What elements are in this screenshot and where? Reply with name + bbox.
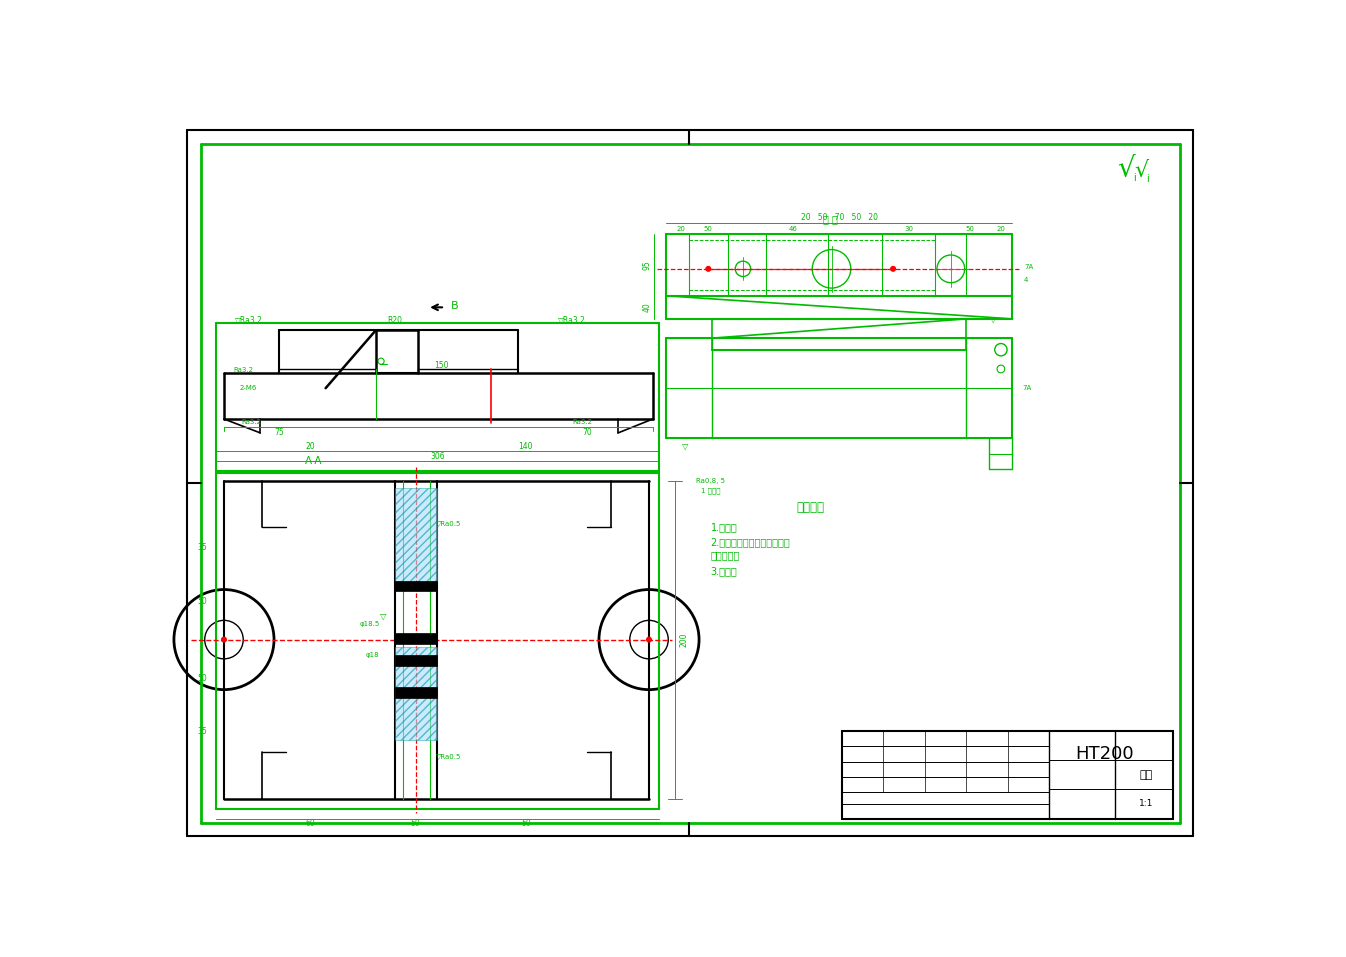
Circle shape: [891, 267, 895, 271]
Text: 20: 20: [996, 226, 1005, 232]
Text: ▽: ▽: [989, 315, 996, 324]
Text: 俯 视: 俯 视: [822, 213, 837, 224]
Text: 技术要求: 技术要求: [797, 501, 825, 514]
Text: 50: 50: [965, 226, 975, 232]
Text: 1.锈活。: 1.锈活。: [711, 522, 738, 532]
Bar: [394, 634, 437, 644]
Text: Ra0.8, 5: Ra0.8, 5: [696, 478, 725, 483]
Text: 35: 35: [198, 727, 207, 737]
Text: 50: 50: [198, 596, 207, 606]
Text: 200: 200: [680, 633, 688, 647]
Bar: [394, 655, 437, 666]
Text: Ra3.2: Ra3.2: [241, 419, 261, 425]
Circle shape: [222, 637, 226, 642]
Text: 2.未注明圆角和倒角均为倒角: 2.未注明圆角和倒角均为倒角: [711, 537, 790, 547]
Text: 1 成品件: 1 成品件: [701, 487, 720, 494]
Text: 50: 50: [411, 819, 420, 828]
Bar: [394, 488, 437, 581]
Text: ▽Ra0.5: ▽Ra0.5: [436, 753, 462, 759]
Text: 30: 30: [905, 226, 913, 232]
Text: ▽: ▽: [682, 442, 688, 451]
Text: 35: 35: [198, 543, 207, 551]
Text: 20: 20: [677, 226, 686, 232]
Bar: [394, 687, 437, 698]
Text: 7A: 7A: [1024, 263, 1034, 270]
Text: 70: 70: [583, 429, 592, 437]
Text: 50: 50: [704, 226, 713, 232]
Text: i: i: [1145, 174, 1148, 184]
Text: A-A: A-A: [306, 456, 323, 466]
Text: 1:1: 1:1: [1139, 799, 1154, 809]
Text: 60: 60: [306, 819, 315, 828]
Text: 20: 20: [306, 442, 315, 451]
Text: R20: R20: [388, 316, 402, 325]
Text: Ra3.2: Ra3.2: [233, 367, 253, 372]
Text: 306: 306: [429, 453, 444, 461]
Text: √: √: [1135, 160, 1149, 180]
Text: Ra3.2: Ra3.2: [572, 419, 592, 425]
Text: ▽Ra3.2: ▽Ra3.2: [234, 316, 262, 325]
Text: 95: 95: [642, 260, 651, 270]
Text: ▽Ra3.2: ▽Ra3.2: [559, 316, 586, 325]
Text: 40: 40: [642, 302, 651, 312]
Text: 材料: 材料: [1139, 769, 1152, 780]
Circle shape: [707, 267, 711, 271]
Text: φ18: φ18: [366, 652, 380, 658]
Bar: [841, 731, 1172, 819]
Text: 75: 75: [275, 429, 284, 437]
Text: HT200: HT200: [1075, 745, 1135, 763]
Bar: [394, 581, 437, 591]
Text: √: √: [1117, 155, 1135, 183]
Text: 50: 50: [198, 674, 207, 682]
Text: ▽: ▽: [380, 612, 386, 621]
Circle shape: [646, 637, 651, 642]
Text: 20   50   70   50   20: 20 50 70 50 20: [801, 212, 878, 222]
Text: φ18.5: φ18.5: [359, 621, 380, 627]
Text: 3.涂漆。: 3.涂漆。: [711, 566, 738, 576]
Text: i: i: [1133, 173, 1136, 183]
Text: 2-M6: 2-M6: [240, 385, 257, 391]
Text: B: B: [451, 300, 459, 311]
Text: 拆角均平。: 拆角均平。: [711, 550, 740, 560]
Text: 46: 46: [789, 226, 797, 232]
Text: 150: 150: [433, 361, 448, 369]
Text: 7A: 7A: [1023, 385, 1032, 391]
Text: 140: 140: [518, 442, 533, 451]
Bar: [394, 647, 437, 740]
Text: ▽Ra0.5: ▽Ra0.5: [436, 520, 462, 526]
Text: 50: 50: [521, 819, 530, 828]
Text: 4: 4: [1024, 278, 1028, 283]
